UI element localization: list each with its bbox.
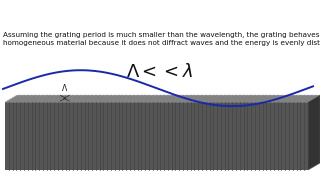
Text: grating?: grating? [5, 8, 70, 22]
Polygon shape [5, 95, 320, 102]
Polygon shape [308, 95, 320, 170]
Bar [5, 102, 308, 170]
Text: Assuming the grating period is much smaller than the wavelength, the grating beh: Assuming the grating period is much smal… [3, 32, 320, 46]
Text: $\Lambda << \lambda$: $\Lambda << \lambda$ [126, 63, 194, 81]
Text: $\Lambda$: $\Lambda$ [61, 82, 68, 93]
